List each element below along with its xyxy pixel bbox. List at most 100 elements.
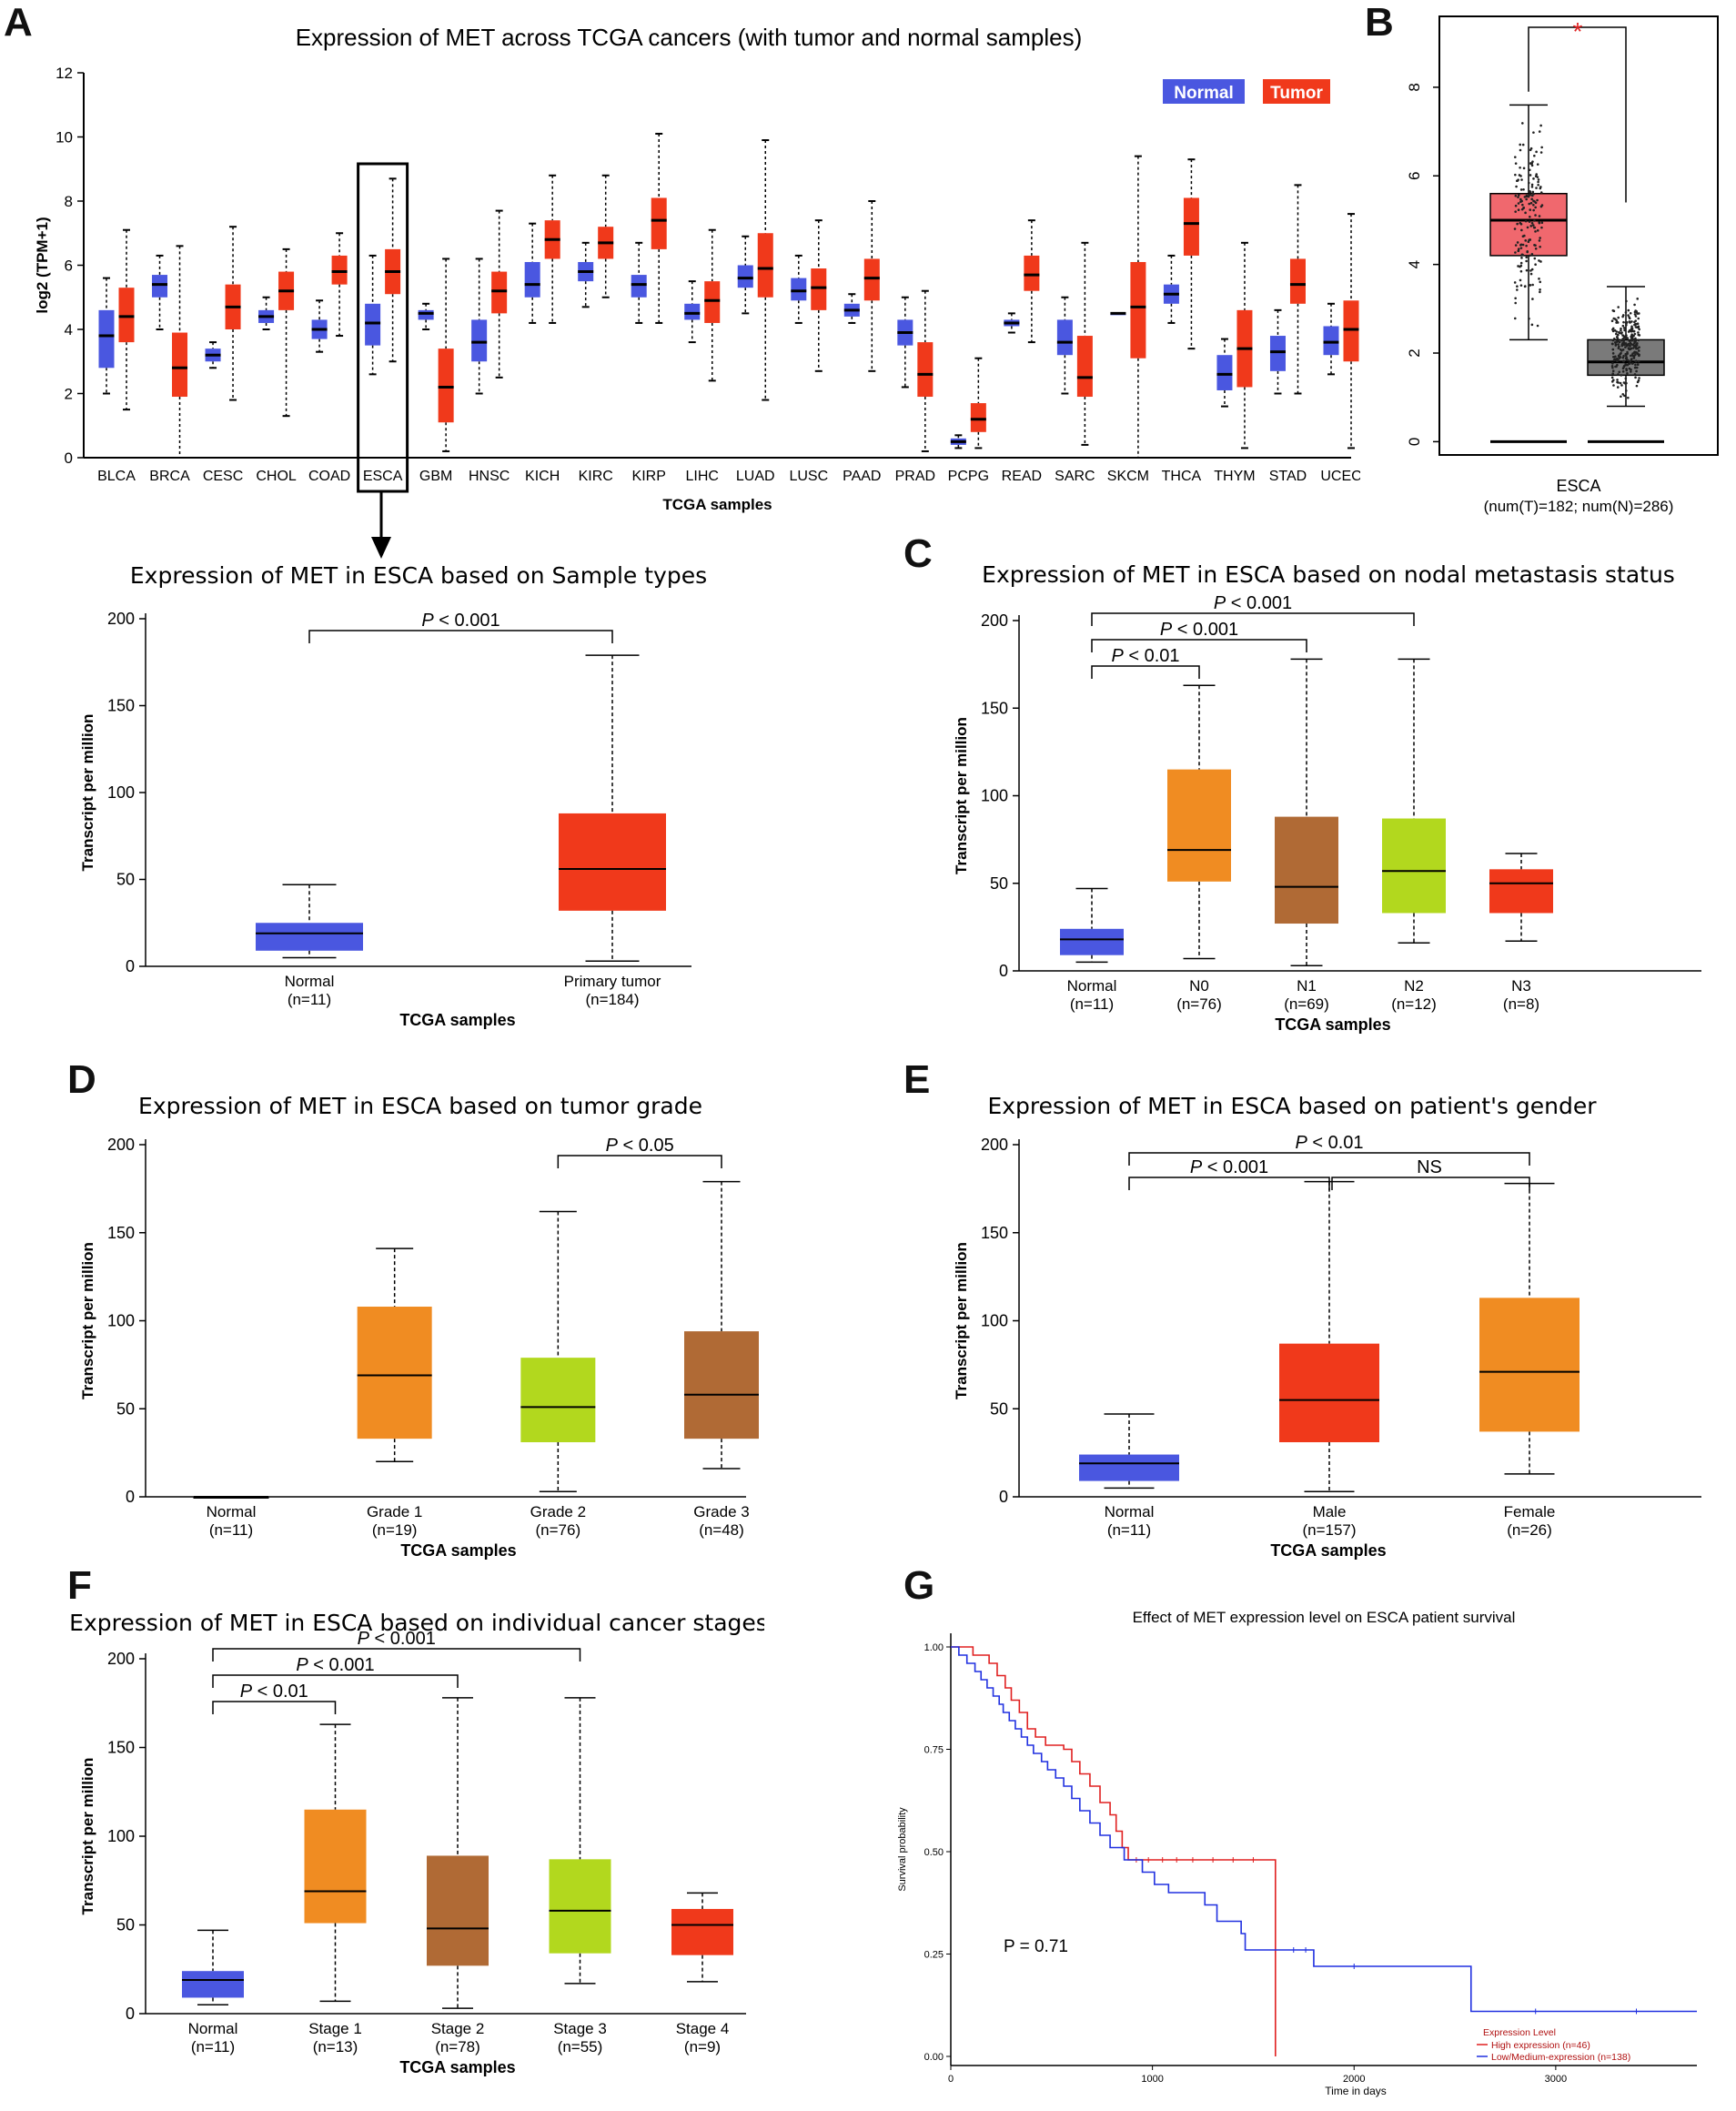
data-point <box>1620 384 1623 387</box>
data-point <box>1534 206 1537 209</box>
y-tick-label: 50 <box>116 1916 135 1934</box>
sample-count: (n=76) <box>536 1521 581 1539</box>
data-point <box>1539 280 1542 284</box>
data-point <box>1513 227 1517 230</box>
box-n1 <box>1275 658 1338 966</box>
y-axis-label: Transcript per million <box>79 1242 96 1399</box>
data-point <box>1539 290 1541 294</box>
x-tick-label: UCEC <box>1320 469 1360 484</box>
data-point <box>1631 362 1634 365</box>
box <box>524 261 540 298</box>
sample-count: (n=11) <box>1070 995 1114 1013</box>
data-point <box>1514 173 1517 177</box>
box <box>182 1971 244 1998</box>
data-point <box>1521 203 1524 207</box>
y-tick-label: 6 <box>1406 172 1423 180</box>
box-tumor-brca <box>172 245 188 459</box>
box-tumor-kirc <box>598 174 614 298</box>
data-point <box>1537 183 1539 187</box>
y-tick-label: 10 <box>56 129 73 146</box>
box <box>1275 816 1338 924</box>
data-point <box>1531 298 1534 300</box>
data-point <box>1630 320 1633 323</box>
x-tick-label: LUSC <box>789 469 828 484</box>
data-point <box>1614 344 1618 347</box>
data-point <box>1535 173 1539 176</box>
panel-label-b: B <box>1365 0 1394 45</box>
x-tick-label: Normal <box>188 2020 238 2037</box>
data-point <box>1520 257 1523 259</box>
data-point <box>1619 381 1622 385</box>
data-point <box>1610 376 1614 379</box>
data-point <box>1514 301 1518 305</box>
data-point <box>1532 208 1535 212</box>
sample-count: (n=9) <box>684 2038 721 2055</box>
box-stage-1 <box>304 1723 367 2003</box>
significance-bracket <box>1091 639 1307 652</box>
data-point <box>1627 308 1630 312</box>
data-point <box>1519 222 1523 226</box>
data-point <box>1528 254 1531 258</box>
y-axis-label: Transcript per million <box>953 1242 970 1399</box>
significance-value: < 0.001 <box>1202 1157 1268 1177</box>
x-tick-label: N1 <box>1297 977 1317 995</box>
box <box>491 271 508 314</box>
x-tick-label: COAD <box>308 469 350 484</box>
y-tick-label: 200 <box>107 610 135 628</box>
x-tick-label: LUAD <box>736 469 775 484</box>
data-point <box>1620 395 1622 399</box>
data-point <box>1620 332 1623 335</box>
sample-count: (n=69) <box>1284 995 1329 1013</box>
data-point <box>1536 324 1539 328</box>
data-point <box>1538 221 1540 224</box>
significance-label: P < 0.05 <box>606 1136 674 1156</box>
y-axis-label: Transcript per million <box>79 714 96 872</box>
data-point <box>1517 208 1520 211</box>
box-normal-sarc <box>1056 296 1073 395</box>
box <box>1489 869 1553 914</box>
data-point <box>1615 340 1619 343</box>
significance-p: P <box>1295 1133 1307 1153</box>
cancer-stage-boxplot: Expression of MET in ESCA based on indiv… <box>69 1610 768 2076</box>
data-point <box>1526 249 1529 253</box>
sample-count: (n=11) <box>209 1521 253 1539</box>
significance-label: P < 0.001 <box>1190 1157 1268 1177</box>
x-tick-label: ESCA <box>363 469 403 484</box>
data-point <box>1612 359 1616 362</box>
chart-title: Expression of MET in ESCA based on nodal… <box>982 561 1675 588</box>
data-point <box>1527 195 1530 198</box>
sample-count: (n=11) <box>1107 1521 1151 1539</box>
box-normal-kich <box>524 222 540 324</box>
data-point <box>1525 259 1528 263</box>
data-point <box>1534 247 1538 250</box>
x-tick-label: Grade 3 <box>693 1503 749 1520</box>
y-tick-label: 200 <box>107 1136 135 1154</box>
data-point <box>1634 376 1637 379</box>
nodal-metastasis-boxplot: Expression of MET in ESCA based on nodal… <box>953 561 1701 1034</box>
data-point <box>1540 221 1544 225</box>
x-tick-label: Stage 1 <box>308 2020 362 2037</box>
p-value-annotation: P = 0.71 <box>1004 1937 1068 1956</box>
legend-title: Expression Level <box>1483 2027 1556 2038</box>
data-point <box>1525 194 1529 197</box>
x-axis-label: TCGA samples <box>399 2058 515 2076</box>
data-point <box>1625 322 1628 325</box>
data-point <box>1616 379 1619 381</box>
significance-p: P <box>1214 593 1226 613</box>
data-point <box>1514 162 1518 165</box>
box-normal-luad <box>737 235 753 315</box>
data-point <box>1528 202 1531 206</box>
data-point <box>1523 234 1526 237</box>
x-tick-label: Normal <box>285 973 335 990</box>
gender-boxplot: Expression of MET in ESCA based on patie… <box>953 1093 1701 1560</box>
box <box>520 1358 596 1443</box>
data-point <box>1632 334 1635 338</box>
box <box>427 1855 489 1966</box>
data-point <box>1621 369 1625 373</box>
x-tick-label: PRAD <box>895 469 935 484</box>
esca-jitter-boxplot: 0 2 4 6 8 * ESCA (num(T)=182; num(N)=286) <box>1406 15 1719 515</box>
data-point <box>1637 331 1640 334</box>
data-point <box>1529 272 1533 276</box>
box <box>331 255 348 285</box>
significance-bracket <box>212 1674 459 1688</box>
